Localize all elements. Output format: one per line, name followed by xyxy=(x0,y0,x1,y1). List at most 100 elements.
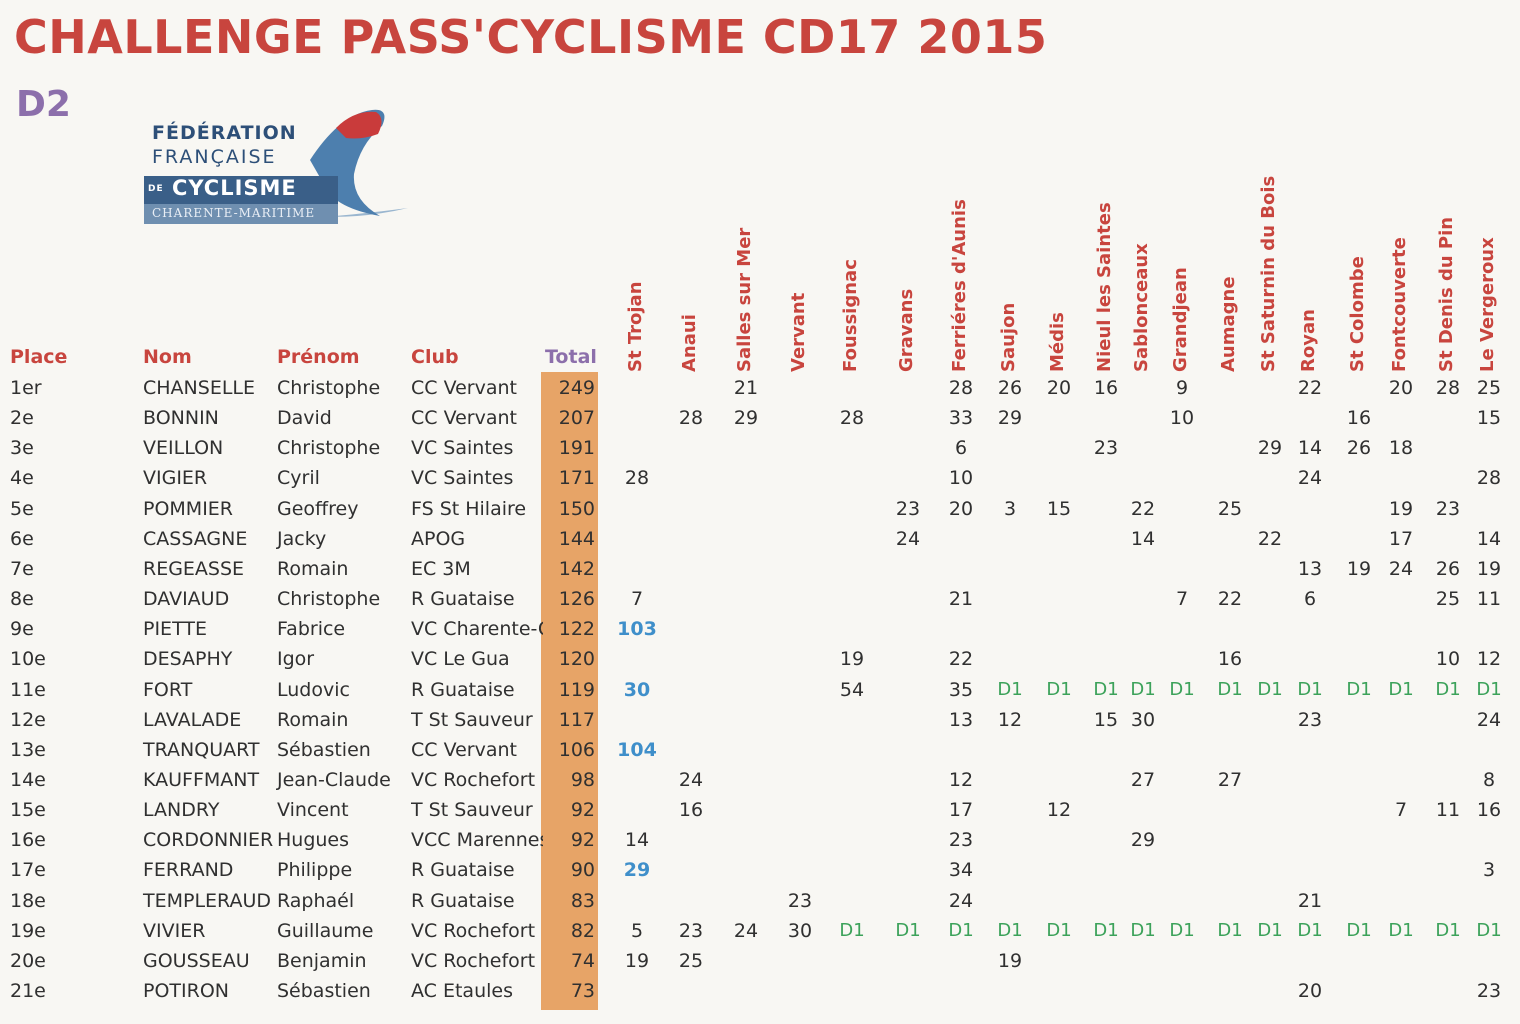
score-cell: 28 xyxy=(839,407,865,430)
score-cell: 28 xyxy=(1476,467,1502,490)
club-cell: VC Charente-O xyxy=(411,618,543,641)
score-cell: 27 xyxy=(1130,768,1156,791)
score-cell: 25 xyxy=(1435,588,1461,611)
prenom-cell: Jacky xyxy=(277,527,327,550)
score-cell: 14 xyxy=(624,829,650,852)
club-cell: VC Saintes xyxy=(411,467,514,490)
federation-logo: FÉDÉRATION FRANÇAISE DE CYCLISME CHARENT… xyxy=(140,104,412,226)
score-cell: 21 xyxy=(948,588,974,611)
score-cell: 12 xyxy=(1476,648,1502,671)
score-cell: 14 xyxy=(1476,527,1502,550)
nom-cell: PIETTE xyxy=(143,618,207,641)
place-cell: 19e xyxy=(10,919,46,942)
header-nom: Nom xyxy=(143,346,192,368)
score-cell: D1 xyxy=(1130,919,1156,941)
score-cell: D1 xyxy=(948,919,974,941)
score-cell: 35 xyxy=(948,678,974,701)
score-cell: 24 xyxy=(1297,467,1323,490)
score-cell: D1 xyxy=(1169,919,1195,941)
score-cell: 7 xyxy=(630,588,644,611)
score-cell: 22 xyxy=(1130,497,1156,520)
score-cell: D1 xyxy=(1046,919,1072,941)
header-place: Place xyxy=(10,346,68,368)
score-cell: D1 xyxy=(1388,919,1414,941)
club-cell: EC 3M xyxy=(411,557,471,580)
score-cell: 28 xyxy=(624,467,650,490)
page-title: CHALLENGE PASS'CYCLISME CD17 2015 xyxy=(14,10,1048,64)
score-cell: 20 xyxy=(1388,377,1414,399)
race-header: Sablonceaux xyxy=(1131,243,1152,372)
score-cell: 25 xyxy=(678,949,704,972)
place-cell: 3e xyxy=(10,437,34,460)
total-cell: 82 xyxy=(570,919,595,942)
score-cell: 25 xyxy=(1476,377,1502,399)
prenom-cell: Christophe xyxy=(277,437,381,460)
score-cell: 13 xyxy=(1297,557,1323,580)
nom-cell: TRANQUART xyxy=(143,738,260,761)
score-cell: D1 xyxy=(1217,919,1243,941)
score-cell: 20 xyxy=(1297,980,1323,1002)
nom-cell: DAVIAUD xyxy=(143,588,230,611)
division-label: D2 xyxy=(16,84,71,125)
total-cell: 119 xyxy=(558,678,595,701)
place-cell: 16e xyxy=(10,829,46,852)
prenom-cell: Christophe xyxy=(277,377,381,399)
prenom-cell: Raphaél xyxy=(277,889,355,912)
place-cell: 4e xyxy=(10,467,34,490)
race-header: Nieul les Saintes xyxy=(1094,202,1115,372)
score-cell: 23 xyxy=(1297,708,1323,731)
club-cell: R Guataise xyxy=(411,678,515,701)
place-cell: 8e xyxy=(10,588,34,611)
total-cell: 73 xyxy=(570,980,595,1002)
total-cell: 191 xyxy=(558,437,595,460)
score-cell: 5 xyxy=(630,919,644,942)
score-cell: 16 xyxy=(1346,407,1372,430)
total-cell: 90 xyxy=(570,859,595,882)
score-cell: D1 xyxy=(1257,919,1283,941)
score-cell: 25 xyxy=(1217,497,1243,520)
score-cell: 26 xyxy=(1346,437,1372,460)
score-cell: 29 xyxy=(997,407,1023,430)
score-cell: 30 xyxy=(1130,708,1156,731)
score-cell: 12 xyxy=(948,768,974,791)
prenom-cell: Jean-Claude xyxy=(277,768,391,791)
score-cell: 24 xyxy=(895,527,921,550)
score-cell: D1 xyxy=(1346,678,1372,700)
club-cell: CC Vervant xyxy=(411,738,517,761)
score-cell: 17 xyxy=(948,799,974,822)
place-cell: 11e xyxy=(10,678,46,701)
score-cell: 34 xyxy=(948,859,974,882)
header-prenom: Prénom xyxy=(277,346,360,368)
score-cell: 23 xyxy=(1093,437,1119,460)
nom-cell: POMMIER xyxy=(143,497,234,520)
place-cell: 18e xyxy=(10,889,46,912)
place-cell: 7e xyxy=(10,557,34,580)
score-cell: D1 xyxy=(1435,678,1461,700)
score-cell: D1 xyxy=(1388,678,1414,700)
score-cell: 12 xyxy=(1046,799,1072,822)
club-cell: VC Rochefort xyxy=(411,768,536,791)
race-header: St Trojan xyxy=(625,281,646,372)
nom-cell: LANDRY xyxy=(143,799,220,822)
score-cell: 13 xyxy=(948,708,974,731)
score-cell: 23 xyxy=(1435,497,1461,520)
score-cell: 19 xyxy=(624,949,650,972)
score-cell: 26 xyxy=(997,377,1023,399)
score-cell: 6 xyxy=(1303,588,1317,611)
nom-cell: REGEASSE xyxy=(143,557,245,580)
race-header: St Denis du Pin xyxy=(1436,216,1457,372)
score-cell: 9 xyxy=(1175,377,1189,399)
score-cell: 22 xyxy=(1297,377,1323,399)
score-cell: D1 xyxy=(1476,919,1502,941)
prenom-cell: Sébastien xyxy=(277,738,371,761)
score-cell: 30 xyxy=(787,919,813,942)
logo-line-3: DE CYCLISME xyxy=(148,176,297,200)
score-cell: 6 xyxy=(954,437,968,460)
score-cell: D1 xyxy=(997,678,1023,700)
score-cell: D1 xyxy=(1297,919,1323,941)
score-cell: 24 xyxy=(1476,708,1502,731)
header-club: Club xyxy=(411,346,459,368)
score-cell: 103 xyxy=(617,618,657,641)
prenom-cell: Geoffrey xyxy=(277,497,359,520)
score-cell: D1 xyxy=(1093,678,1119,700)
